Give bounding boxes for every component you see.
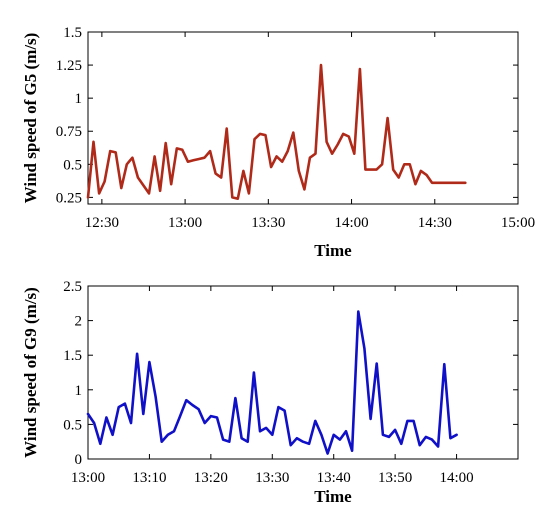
x-tick-label: 15:00 — [501, 215, 535, 231]
x-tick-label: 12:30 — [85, 215, 119, 231]
y-tick-label: 2.5 — [63, 279, 82, 295]
x-axis-title: Time — [314, 241, 352, 260]
x-tick-label: 13:00 — [71, 470, 105, 486]
plot-frame — [87, 285, 519, 460]
x-tick-label: 13:50 — [378, 470, 412, 486]
x-axis-title: Time — [314, 487, 352, 506]
x-tick-label: 14:30 — [418, 215, 452, 231]
y-tick-label: 0.5 — [63, 157, 82, 173]
x-tick-label: 13:40 — [317, 470, 351, 486]
y-tick-label: 2 — [75, 314, 83, 330]
y-tick-label: 1.5 — [63, 25, 82, 41]
y-tick-label: 0.25 — [56, 190, 82, 206]
x-tick-label: 14:00 — [334, 215, 368, 231]
plot-frame — [87, 31, 519, 205]
y-tick-label: 0 — [75, 452, 83, 468]
y-tick-label: 0.5 — [63, 417, 82, 433]
chart-2: 0 0.5 1 1.5 2 2.5 13:00 13:10 13:20 13:30 13:40 13:… — [21, 279, 519, 506]
y-tick-label: 1.25 — [56, 58, 82, 74]
x-tick-label: 13:30 — [255, 470, 289, 486]
y-axis-title: Wind speed of G9 (m/s) — [21, 287, 40, 458]
y-tick-label: 1 — [75, 383, 83, 399]
x-tick-label: 14:00 — [439, 470, 473, 486]
y-tick-label: 0.75 — [56, 124, 82, 140]
y-tick-label: 1 — [75, 91, 83, 107]
series-line — [86, 310, 458, 455]
chart-1: 0.25 0.5 0.75 1 1.25 1.5 12:30 13:00 13:30 14:00 1… — [21, 25, 535, 260]
y-tick-label: 1.5 — [63, 348, 82, 364]
x-tick-label: 13:00 — [168, 215, 202, 231]
x-tick-label: 13:20 — [194, 470, 228, 486]
x-tick-label: 13:10 — [132, 470, 166, 486]
y-axis-title: Wind speed of G5 (m/s) — [21, 33, 40, 204]
x-tick-label: 13:30 — [251, 215, 285, 231]
series-line — [86, 63, 467, 200]
